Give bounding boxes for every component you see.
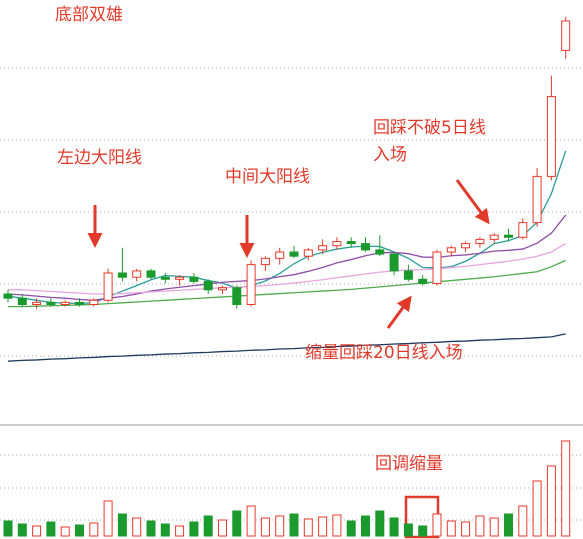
- candle-body: [60, 301, 70, 305]
- volume-bar: [60, 526, 70, 537]
- volume-bar: [275, 515, 285, 537]
- candle-body: [504, 234, 513, 238]
- annotation: 入场: [373, 145, 407, 165]
- candle-body: [332, 241, 342, 247]
- candle-body: [275, 251, 285, 259]
- volume-bar: [189, 521, 199, 537]
- volume-bar: [518, 505, 528, 537]
- candle-body: [546, 96, 556, 177]
- candle-body: [3, 293, 13, 299]
- candle-body: [432, 251, 442, 284]
- candle-body: [303, 249, 313, 257]
- volume-bar: [46, 521, 56, 537]
- candle-body: [146, 270, 156, 278]
- candle-body: [518, 222, 528, 238]
- volume-bar: [260, 517, 270, 537]
- volume-bar: [32, 525, 42, 537]
- candle-body: [289, 251, 299, 257]
- volume-bar: [132, 517, 142, 537]
- candle-body: [418, 278, 428, 284]
- volume-bar: [175, 525, 185, 537]
- candle-body: [346, 241, 356, 245]
- volume-bar: [246, 505, 256, 537]
- volume-bar: [160, 523, 170, 537]
- candle-body: [246, 264, 256, 306]
- volume-bar: [303, 518, 313, 537]
- volume-bar: [218, 519, 227, 537]
- volume-bar: [432, 513, 442, 537]
- volume-bar: [117, 513, 127, 537]
- annotation: 回踩不破5日线: [373, 118, 486, 138]
- volume-bar: [3, 520, 13, 537]
- volume-bar: [489, 517, 499, 537]
- moving-average-line: [7, 333, 566, 362]
- volume-bar: [504, 513, 513, 537]
- volume-bar: [546, 465, 556, 537]
- volume-bar: [446, 520, 456, 537]
- volume-bar: [89, 522, 99, 537]
- candle-body: [532, 175, 542, 224]
- candle-body: [475, 238, 485, 245]
- volume-bar: [403, 523, 413, 537]
- candle-body: [389, 253, 399, 272]
- candle-body: [232, 287, 242, 306]
- volume-bar: [532, 480, 542, 537]
- candle-body: [160, 276, 170, 280]
- grid: [0, 67, 583, 521]
- candle-body: [89, 299, 99, 305]
- volume-bar: [389, 517, 399, 537]
- candle-body: [117, 272, 127, 278]
- moving-average-line: [7, 214, 567, 301]
- candle-body: [218, 287, 227, 291]
- volume-bar: [475, 515, 485, 537]
- volume-bar: [346, 520, 356, 537]
- volume-bar: [561, 440, 571, 537]
- volume-bar: [289, 513, 299, 537]
- candle-body: [375, 249, 385, 255]
- candle-body: [260, 257, 270, 266]
- annotation: 左边大阳线: [57, 148, 142, 168]
- volume-bar: [17, 523, 27, 537]
- candle-body: [403, 270, 413, 280]
- volume-bar: [361, 515, 370, 537]
- candle-body: [32, 301, 42, 305]
- volume-bar: [146, 520, 156, 537]
- annotation: 中间大阳线: [225, 167, 310, 187]
- candle-body: [103, 272, 113, 301]
- annotation: 回调缩量: [375, 454, 443, 474]
- candle-body: [446, 247, 456, 253]
- candle-body: [361, 243, 370, 251]
- volume-bar: [232, 510, 242, 537]
- moving-average-line: [8, 243, 567, 295]
- candle-body: [489, 234, 499, 240]
- volume-bar: [203, 515, 213, 537]
- volume-bar: [318, 516, 328, 537]
- candle-body: [189, 276, 199, 282]
- candle-body: [175, 276, 185, 280]
- candle-body: [17, 297, 27, 306]
- candle-body: [203, 280, 213, 291]
- volume-bar: [418, 525, 428, 537]
- candle-body: [318, 245, 328, 251]
- arrows: [87, 179, 490, 329]
- candle-body: [75, 301, 84, 305]
- volume-bar: [461, 521, 471, 537]
- candle-body: [132, 270, 142, 278]
- moving-average-line: [8, 259, 566, 308]
- volume-bar: [75, 524, 84, 537]
- volume-bar: [375, 510, 385, 537]
- candle-body: [46, 301, 56, 305]
- candle-body: [461, 243, 471, 249]
- annotation: 缩量回踩20日线入场: [305, 343, 463, 363]
- volume-bar: [103, 500, 113, 537]
- volume-bar: [332, 514, 342, 537]
- candle-body: [561, 20, 571, 51]
- annotation: 底部双雄: [55, 5, 123, 25]
